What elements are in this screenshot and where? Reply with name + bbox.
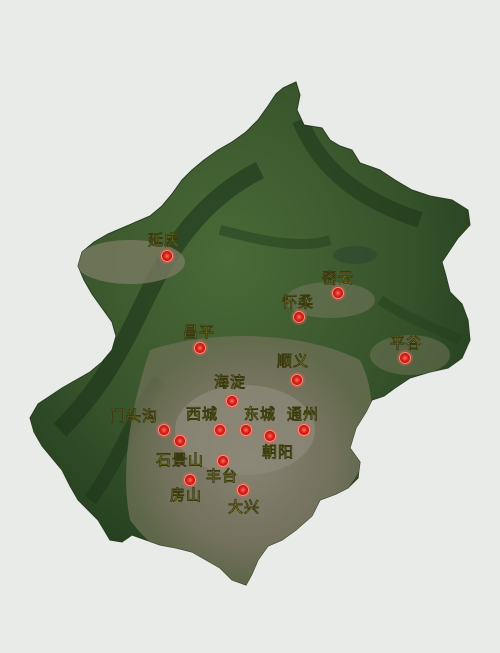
label-shunyi: 顺义 [277,352,309,370]
label-chaoyang: 朝阳 [262,443,294,461]
marker-dongcheng[interactable] [240,424,252,436]
label-fengtai: 丰台 [206,467,238,485]
marker-tongzhou[interactable] [298,424,310,436]
label-yanqing: 延庆 [147,231,180,249]
marker-miyun[interactable] [332,287,344,299]
marker-shijingshan[interactable] [174,435,186,447]
marker-huairou[interactable] [293,311,305,323]
label-xicheng: 西城 [186,405,218,423]
label-miyun: 密云 [322,269,354,287]
marker-shunyi[interactable] [291,374,303,386]
marker-fangshan[interactable] [184,474,196,486]
label-mentougou: 门头沟 [110,407,158,425]
marker-haidian[interactable] [226,395,238,407]
marker-fengtai[interactable] [217,455,229,467]
label-daxing: 大兴 [228,498,260,516]
label-pinggu: 平谷 [390,334,422,352]
label-changping: 昌平 [183,323,215,341]
district-markers [156,248,413,498]
marker-chaoyang[interactable] [264,430,276,442]
label-haidian: 海淀 [214,373,246,391]
label-shijingshan: 石景山 [155,451,204,469]
marker-changping[interactable] [194,342,206,354]
label-tongzhou: 通州 [287,405,319,423]
marker-mentougou[interactable] [158,424,170,436]
marker-pinggu[interactable] [399,352,411,364]
marker-daxing[interactable] [237,484,249,496]
label-huairou: 怀柔 [282,293,314,311]
label-dongcheng: 东城 [244,405,276,423]
marker-xicheng[interactable] [214,424,226,436]
label-fangshan: 房山 [170,486,202,504]
marker-yanqing[interactable] [161,250,173,262]
